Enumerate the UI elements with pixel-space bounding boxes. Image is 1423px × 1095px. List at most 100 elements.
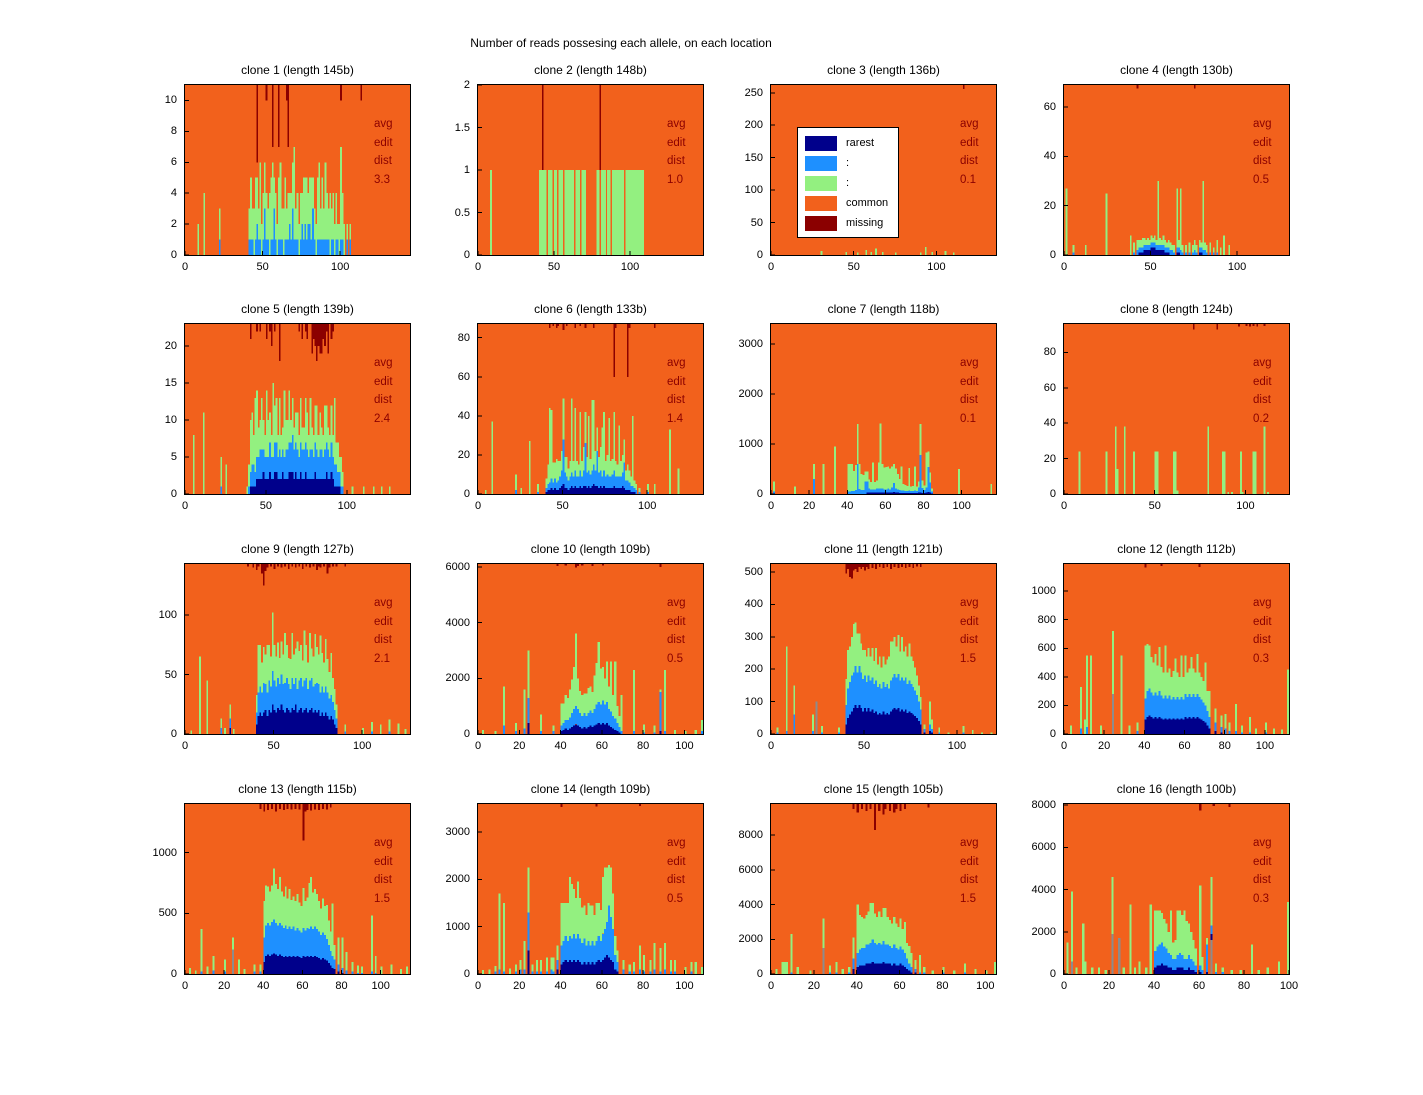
- y-tick-label: 100: [744, 184, 763, 197]
- legend-entry-common: common: [805, 193, 891, 213]
- x-tick-label: 60: [1192, 980, 1206, 992]
- avg-edit-dist-word: edit: [1253, 855, 1272, 868]
- x-tick-label: 0: [767, 740, 775, 752]
- avg-edit-dist-annotation: avg edit dist 1.5: [374, 834, 393, 908]
- avg-edit-dist-word: edit: [960, 375, 979, 388]
- avg-edit-dist-annotation: avg edit dist 0.2: [1253, 354, 1272, 428]
- x-tick-label: 20: [803, 500, 816, 512]
- avg-edit-dist-word: avg: [1253, 357, 1272, 369]
- plot-area-clone-13: avg edit dist 1.5: [184, 803, 411, 975]
- avg-edit-dist-word: edit: [960, 855, 979, 868]
- legend-entry-mid: :: [805, 153, 891, 173]
- y-tick-label: 20: [1043, 199, 1056, 212]
- x-tick-label: 100: [1227, 261, 1247, 273]
- x-tick-label: 80: [335, 980, 348, 992]
- x-tick-label: 100: [927, 261, 946, 273]
- y-tick-label: 60: [1043, 101, 1056, 114]
- x-tick-label: 0: [474, 740, 482, 752]
- avg-edit-dist-value: 0.1: [960, 173, 976, 186]
- x-tick-label: 40: [257, 980, 270, 992]
- avg-edit-dist-word: edit: [1253, 136, 1272, 149]
- subplot-title-clone-7: clone 7 (length 118b): [827, 302, 940, 316]
- x-tick-label: 100: [952, 500, 971, 512]
- chart-canvas-clone-14: [478, 804, 703, 974]
- x-tick-label: 100: [620, 261, 640, 273]
- avg-edit-dist-word: edit: [374, 615, 393, 628]
- x-tick-label: 100: [337, 500, 357, 512]
- legend-entry-missing: missing: [805, 213, 891, 233]
- x-tick-label: 50: [267, 740, 280, 752]
- avg-edit-dist-value: 1.5: [374, 892, 390, 905]
- avg-edit-dist-value: 0.3: [1253, 892, 1269, 905]
- y-tick-label: 0: [1049, 488, 1056, 500]
- y-tick-label: 8: [170, 125, 177, 138]
- y-tick-label: 500: [158, 907, 177, 920]
- x-tick-label: 0: [1060, 980, 1068, 992]
- y-tick-label: 0: [756, 488, 763, 500]
- y-tick-label: 0: [756, 249, 763, 261]
- avg-edit-dist-annotation: avg edit dist 2.1: [374, 594, 393, 668]
- y-tick-label: 80: [457, 331, 470, 344]
- x-tick-label: 50: [547, 261, 561, 273]
- x-tick-label: 40: [841, 500, 854, 512]
- chart-canvas-clone-1: [185, 85, 410, 255]
- avg-edit-dist-word: dist: [374, 155, 392, 167]
- avg-edit-dist-word: dist: [374, 634, 392, 646]
- y-tick-label: 0: [170, 488, 177, 500]
- avg-edit-dist-word: edit: [374, 136, 393, 149]
- chart-canvas-clone-7: [771, 324, 996, 494]
- legend-label: common: [846, 197, 889, 209]
- y-tick-label: 300: [744, 630, 763, 643]
- y-tick-label: 0: [756, 728, 763, 740]
- x-tick-label: 0: [767, 261, 775, 273]
- x-tick-label: 0: [1060, 261, 1068, 273]
- legend-swatch: [805, 195, 837, 211]
- avg-edit-dist-value: 0.5: [667, 652, 683, 665]
- y-tick-label: 3000: [738, 338, 763, 350]
- avg-edit-dist-annotation: avg edit dist 1.5: [960, 834, 979, 908]
- x-tick-label: 60: [595, 980, 608, 992]
- x-tick-label: 0: [767, 500, 775, 512]
- subplot-title-clone-8: clone 8 (length 124b): [1120, 302, 1233, 316]
- legend-swatch: [805, 155, 837, 171]
- x-tick-label: 100: [352, 740, 372, 752]
- plot-area-clone-14: avg edit dist 0.5: [477, 803, 704, 975]
- legend-entry-mid: :: [805, 173, 891, 193]
- y-tick-label: 10: [164, 94, 177, 107]
- x-tick-label: 60: [296, 980, 309, 992]
- chart-canvas-clone-9: [185, 564, 410, 734]
- x-tick-label: 100: [675, 740, 694, 752]
- plot-area-clone-12: avg edit dist 0.3: [1063, 563, 1290, 735]
- avg-edit-dist-annotation: avg edit dist 0.5: [667, 594, 686, 668]
- x-tick-label: 0: [1060, 500, 1068, 512]
- x-tick-label: 40: [554, 980, 567, 992]
- avg-edit-dist-value: 1.5: [960, 652, 976, 665]
- x-tick-label: 100: [1236, 500, 1255, 512]
- x-tick-label: 60: [1178, 740, 1191, 752]
- chart-canvas-clone-15: [771, 804, 996, 974]
- x-tick-label: 100: [637, 500, 657, 512]
- avg-edit-dist-word: dist: [374, 874, 392, 886]
- avg-edit-dist-word: dist: [1253, 634, 1271, 646]
- chart-canvas-clone-11: [771, 564, 996, 734]
- y-tick-label: 6000: [738, 863, 763, 876]
- subplot-title-clone-5: clone 5 (length 139b): [241, 302, 354, 316]
- y-tick-label: 2000: [738, 933, 763, 946]
- x-tick-label: 100: [371, 980, 390, 992]
- legend-swatch: [805, 135, 837, 151]
- x-tick-label: 20: [1098, 740, 1111, 752]
- x-tick-label: 0: [767, 980, 775, 992]
- y-tick-label: 0: [1049, 728, 1056, 740]
- y-tick-label: 2: [170, 218, 177, 231]
- avg-edit-dist-value: 0.3: [1253, 652, 1269, 665]
- avg-edit-dist-word: edit: [1253, 375, 1272, 388]
- avg-edit-dist-annotation: avg edit dist 0.1: [960, 354, 979, 428]
- avg-edit-dist-word: dist: [960, 394, 978, 406]
- y-tick-label: 0: [1049, 968, 1056, 980]
- y-tick-label: 1000: [738, 438, 763, 450]
- legend-label: :: [846, 157, 850, 169]
- y-tick-label: 4: [170, 187, 177, 200]
- plot-area-clone-5: avg edit dist 2.4: [184, 323, 411, 495]
- avg-edit-dist-word: avg: [960, 597, 979, 609]
- avg-edit-dist-word: dist: [667, 874, 685, 886]
